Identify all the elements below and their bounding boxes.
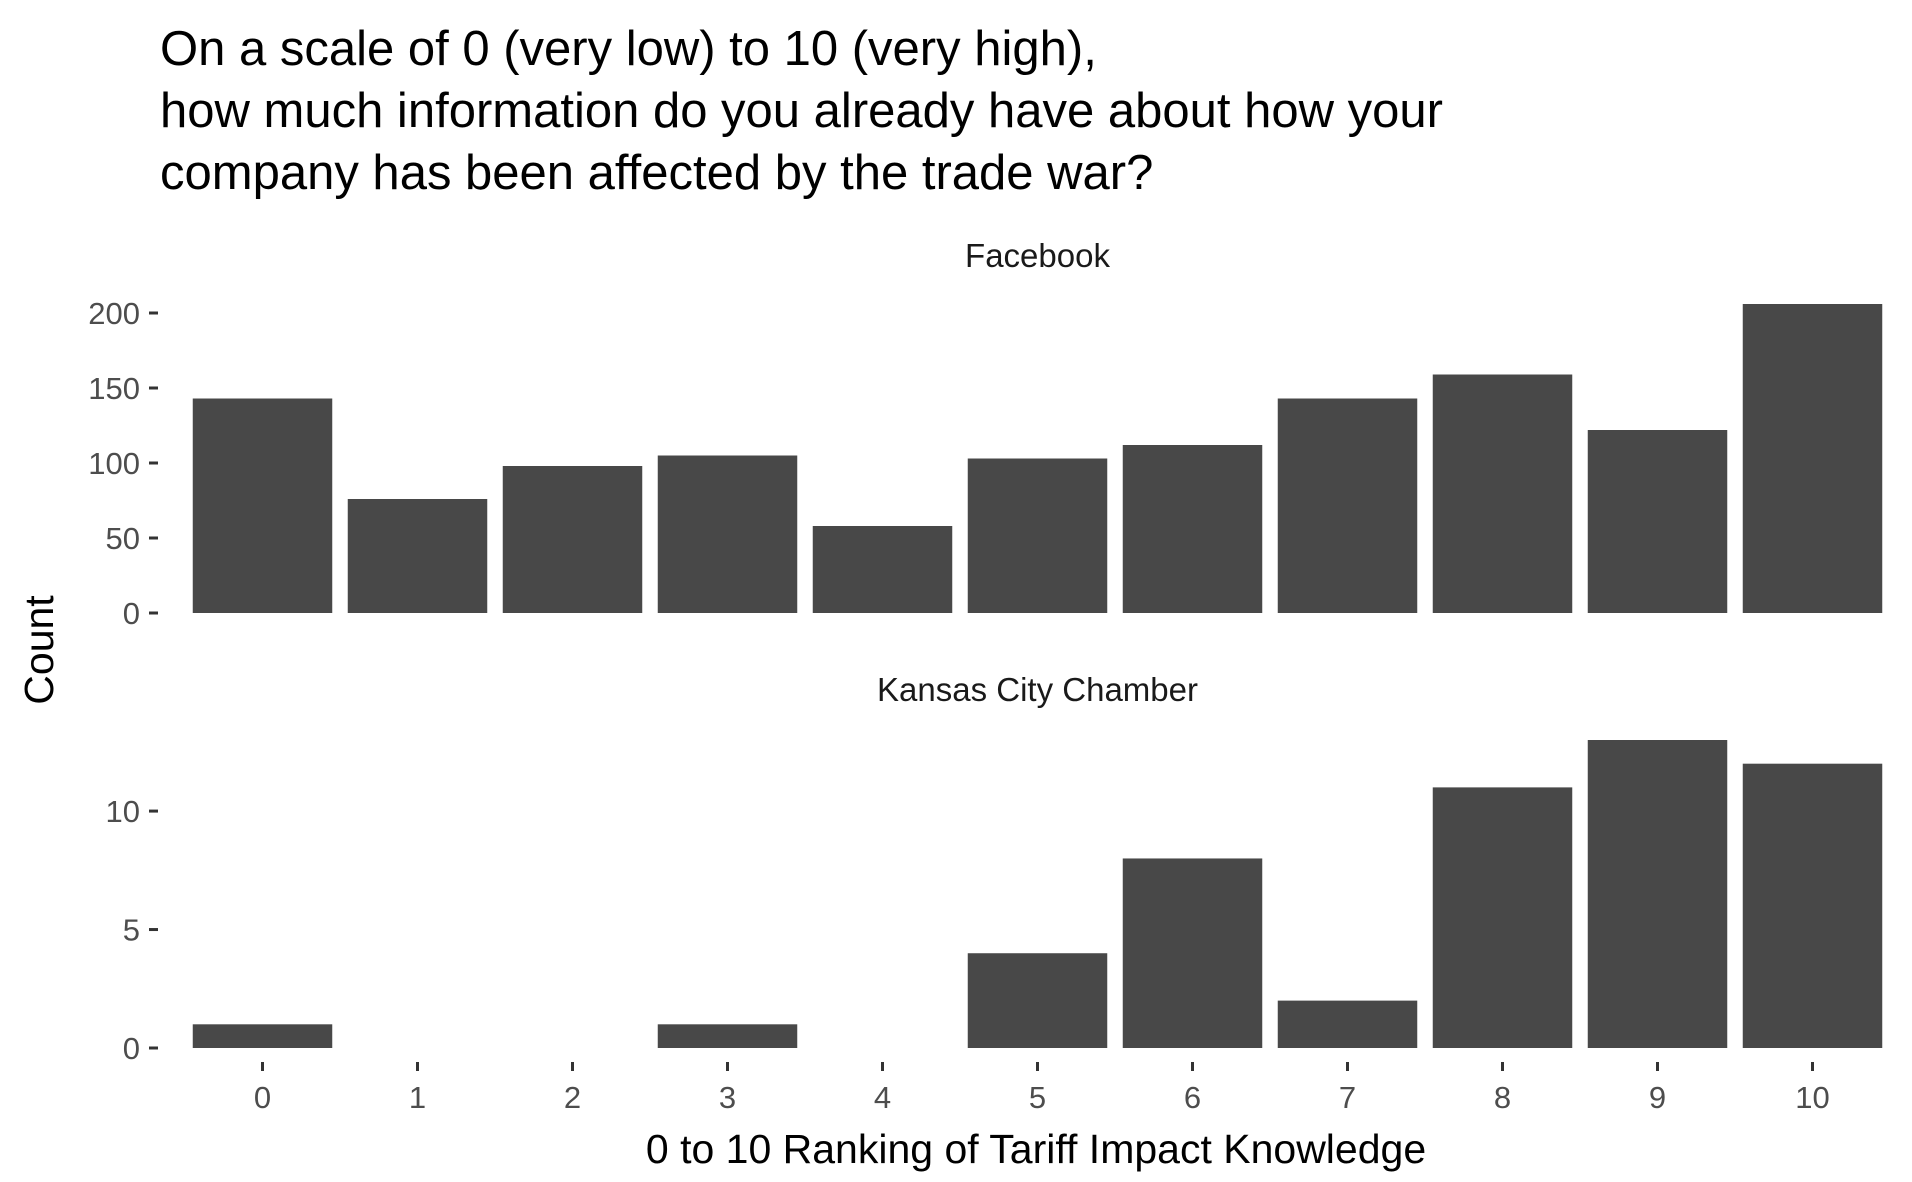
bar <box>1587 740 1728 1048</box>
bar <box>1122 858 1263 1048</box>
bar <box>1432 787 1573 1048</box>
bar <box>1742 304 1883 613</box>
x-tick-label: 3 <box>719 1080 736 1115</box>
bar <box>812 526 953 613</box>
x-tick-label: 10 <box>1795 1080 1829 1115</box>
chart-title-line: company has been affected by the trade w… <box>160 146 1154 200</box>
bar <box>1587 430 1728 613</box>
y-tick-label: 150 <box>88 371 140 406</box>
y-tick-label: 50 <box>106 521 140 556</box>
bar <box>192 1024 333 1048</box>
bar <box>192 398 333 613</box>
x-tick-label: 7 <box>1339 1080 1356 1115</box>
x-tick-label: 9 <box>1649 1080 1666 1115</box>
y-tick-label: 0 <box>123 596 140 631</box>
bar <box>1742 763 1883 1048</box>
facet-strip-label: Facebook <box>965 237 1110 274</box>
bar <box>1432 374 1573 613</box>
bar <box>657 455 798 613</box>
bar <box>1122 445 1263 613</box>
bar <box>347 499 488 613</box>
bar <box>1277 398 1418 613</box>
x-tick-label: 4 <box>874 1080 891 1115</box>
y-tick-label: 0 <box>123 1031 140 1066</box>
bar <box>967 953 1108 1048</box>
y-tick-label: 100 <box>88 446 140 481</box>
y-tick-label: 200 <box>88 296 140 331</box>
chart-title-line: how much information do you already have… <box>160 84 1443 138</box>
bar <box>1277 1000 1418 1048</box>
x-tick-label: 5 <box>1029 1080 1046 1115</box>
y-tick-label: 5 <box>123 913 140 948</box>
y-tick-label: 10 <box>106 794 140 829</box>
facet-strip-label: Kansas City Chamber <box>877 671 1198 708</box>
x-tick-label: 6 <box>1184 1080 1201 1115</box>
bar <box>502 466 643 613</box>
y-axis-title: Count <box>16 595 62 705</box>
bar <box>657 1024 798 1048</box>
x-axis-title: 0 to 10 Ranking of Tariff Impact Knowled… <box>646 1126 1426 1172</box>
x-tick-label: 8 <box>1494 1080 1511 1115</box>
bar <box>967 458 1108 613</box>
chart-title: On a scale of 0 (very low) to 10 (very h… <box>160 18 1860 204</box>
chart-title-line: On a scale of 0 (very low) to 10 (very h… <box>160 22 1097 76</box>
x-tick-label: 0 <box>254 1080 271 1115</box>
x-tick-label: 2 <box>564 1080 581 1115</box>
x-tick-label: 1 <box>409 1080 426 1115</box>
